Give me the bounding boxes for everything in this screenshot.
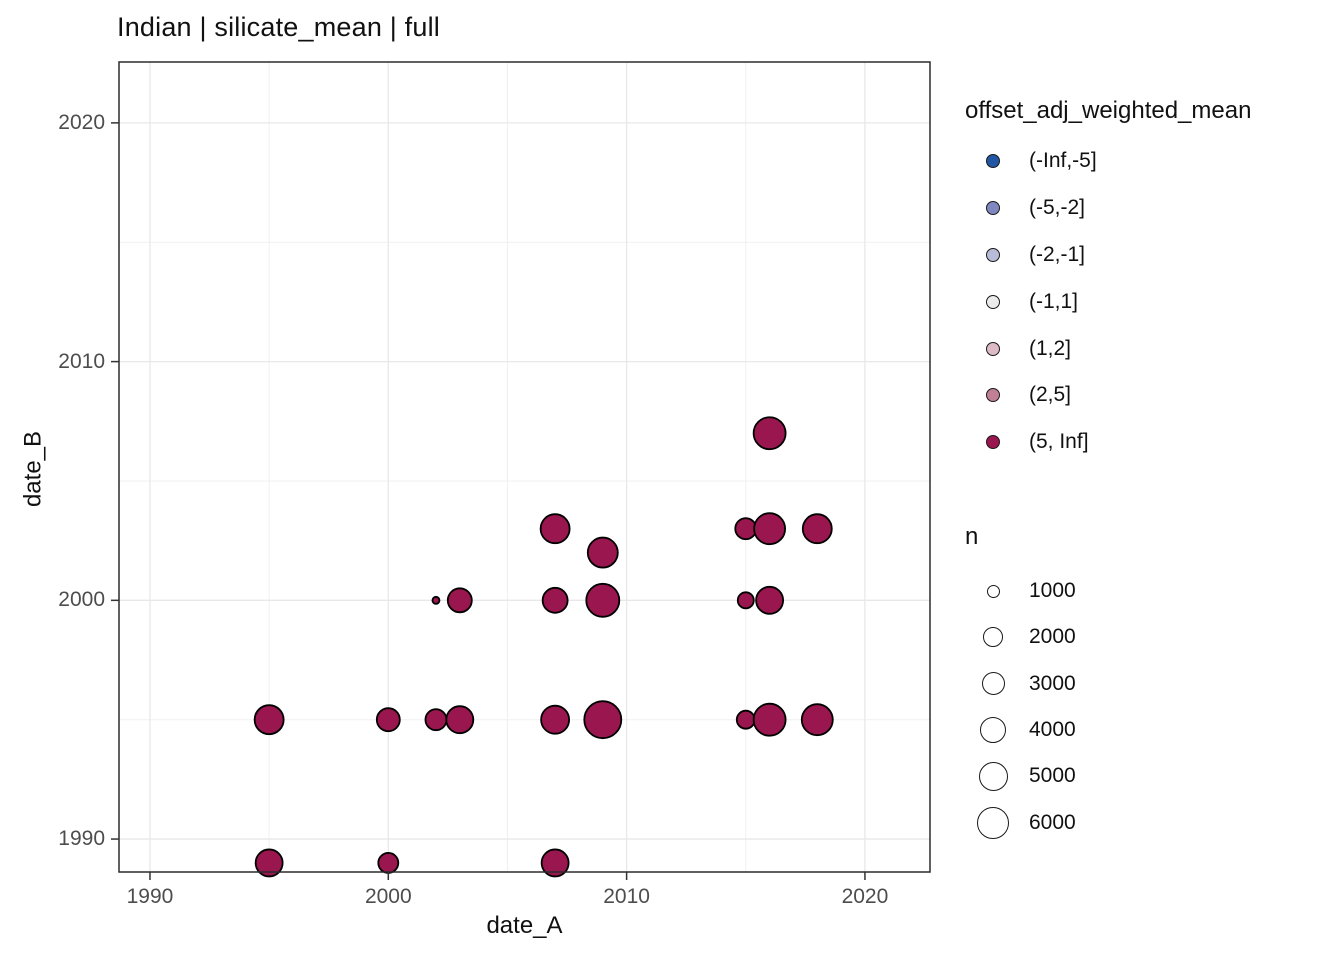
size-legend-item-label: 3000 — [1029, 671, 1076, 695]
legend-size-circle-icon — [983, 627, 1003, 648]
color-legend-item-label: (-Inf,-5] — [1029, 149, 1097, 173]
color-legend-item: (-1,1] — [965, 278, 1251, 325]
size-legend-item: 5000 — [965, 753, 1076, 799]
size-legend-item: 1000 — [965, 568, 1076, 614]
legend-size-circle-icon — [977, 806, 1009, 839]
data-point — [752, 702, 787, 737]
color-legend-item-label: (-5,-2] — [1029, 196, 1086, 220]
legend-color-dot-icon — [986, 435, 1000, 450]
data-point — [253, 704, 285, 736]
data-point — [541, 586, 569, 614]
y-tick-label: 2010 — [58, 349, 105, 373]
legend-color-dot-icon — [986, 294, 1000, 309]
data-point — [540, 704, 571, 735]
data-point — [446, 587, 473, 614]
size-legend: n 1000 2000 3000 4000 5000 6000 — [965, 518, 1076, 846]
size-legend-item: 3000 — [965, 661, 1076, 707]
y-axis-title: date_B — [19, 430, 47, 508]
panel-border — [118, 61, 931, 873]
data-point — [539, 513, 571, 545]
legend-color-dot-icon — [986, 201, 1000, 216]
data-point — [445, 705, 475, 735]
color-legend-item-label: (-2,-1] — [1029, 242, 1086, 266]
data-point — [734, 517, 758, 541]
y-tick-label: 2020 — [58, 110, 105, 134]
size-legend-item-label: 1000 — [1029, 579, 1076, 603]
size-legend-item-label: 5000 — [1029, 764, 1076, 788]
color-legend-item-label: (-1,1] — [1029, 289, 1079, 313]
data-point — [736, 591, 755, 610]
legend-size-circle-icon — [986, 584, 1000, 598]
legend-color-dot-icon — [986, 247, 1000, 262]
legend-color-dot-icon — [986, 341, 1000, 356]
x-tick-label: 2000 — [364, 885, 412, 908]
data-point — [585, 582, 621, 618]
y-tick-label: 1990 — [58, 827, 105, 851]
data-point — [424, 708, 448, 732]
color-legend: offset_adj_weighted_mean (-Inf,-5] (-5,-2… — [965, 96, 1251, 466]
color-legend-item: (-Inf,-5] — [965, 138, 1251, 185]
data-point — [431, 595, 441, 605]
color-legend-item: (1,2] — [965, 325, 1251, 372]
chart-title: Indian | silicate_mean | full — [117, 12, 440, 42]
legend-size-circle-icon — [980, 717, 1006, 744]
data-point — [254, 848, 284, 878]
legend-size-circle-icon — [981, 672, 1005, 696]
panel-background — [119, 62, 930, 872]
data-point — [801, 513, 833, 545]
color-legend-item: (2,5] — [965, 372, 1251, 419]
legend-size-circle-icon — [978, 761, 1008, 791]
data-point — [583, 700, 623, 740]
legend-color-dot-icon — [986, 154, 1000, 169]
x-tick-label: 2020 — [841, 885, 889, 908]
data-point — [755, 585, 785, 615]
color-legend-item-label: (5, Inf] — [1029, 430, 1089, 454]
color-legend-item: (-5,-2] — [965, 185, 1251, 232]
size-legend-item-label: 2000 — [1029, 625, 1076, 649]
size-legend-item-label: 6000 — [1029, 810, 1076, 834]
data-point — [735, 709, 756, 730]
x-tick-label: 2010 — [603, 885, 650, 908]
y-tick-label: 2000 — [58, 588, 105, 612]
size-legend-title: n — [965, 523, 979, 550]
color-legend-item-label: (2,5] — [1029, 383, 1072, 407]
data-point — [752, 416, 787, 451]
size-legend-item: 2000 — [965, 614, 1076, 660]
color-legend-item: (-2,-1] — [965, 232, 1251, 279]
data-point — [377, 852, 400, 874]
size-legend-item: 6000 — [965, 799, 1076, 845]
data-point — [753, 512, 787, 546]
color-legend-title: offset_adj_weighted_mean — [965, 97, 1252, 124]
color-legend-item-label: (1,2] — [1029, 336, 1072, 360]
color-legend-item: (5, Inf] — [965, 419, 1251, 466]
x-axis-title: date_A — [486, 912, 563, 939]
data-point — [375, 707, 401, 733]
x-tick-label: 1990 — [126, 885, 174, 908]
data-point — [586, 536, 619, 569]
size-legend-item-label: 4000 — [1029, 718, 1076, 742]
data-point — [800, 703, 834, 737]
legend-color-dot-icon — [986, 388, 1000, 403]
data-point — [540, 848, 570, 878]
size-legend-item: 4000 — [965, 707, 1076, 753]
